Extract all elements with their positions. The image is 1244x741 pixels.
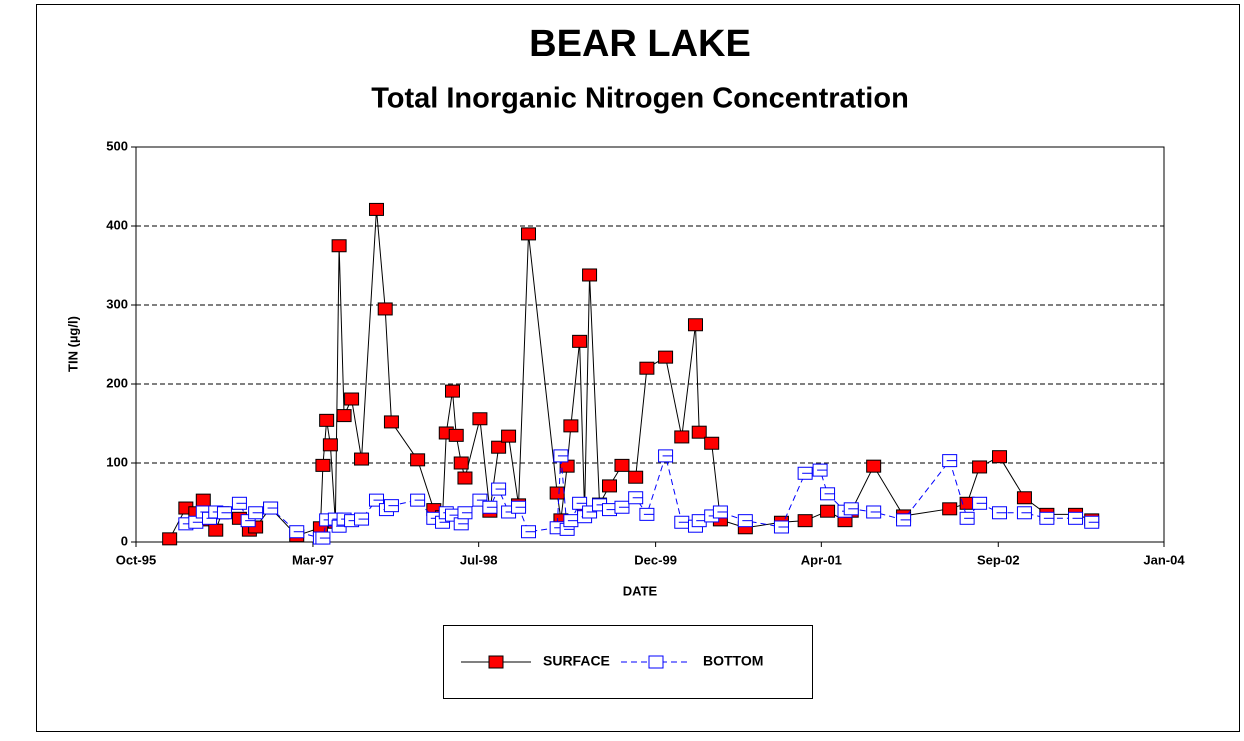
data-point [602, 479, 618, 493]
chart-subtitle: Total Inorganic Nitrogen Concentration [371, 83, 909, 115]
y-tick-label: 500 [106, 138, 128, 153]
data-point [992, 450, 1008, 464]
x-tick-label: Apr-01 [801, 552, 842, 567]
data-point [472, 412, 488, 426]
data-point [501, 429, 517, 443]
chart-title: BEAR LAKE [529, 23, 751, 65]
y-tick-label: 200 [106, 375, 128, 390]
y-tick-label: 0 [121, 533, 128, 548]
x-tick-label: Mar-97 [292, 552, 334, 567]
data-point [639, 361, 655, 375]
legend-label: BOTTOM [703, 653, 763, 669]
data-point [383, 415, 399, 429]
y-tick-label: 100 [106, 454, 128, 469]
data-point [549, 486, 565, 500]
data-point [448, 428, 464, 442]
data-point [336, 409, 352, 423]
data-point [691, 425, 707, 439]
x-tick-label: Dec-99 [634, 552, 677, 567]
x-tick-label: Jan-04 [1143, 552, 1185, 567]
data-point [208, 523, 224, 537]
data-point [491, 440, 507, 454]
data-point [322, 438, 338, 452]
data-point [820, 504, 836, 518]
data-point [354, 452, 370, 466]
data-point [582, 268, 598, 282]
data-point [942, 502, 958, 516]
data-point [319, 413, 335, 427]
data-point [444, 384, 460, 398]
legend-marker [488, 655, 504, 669]
x-tick-label: Jul-98 [460, 552, 498, 567]
x-tick-label: Oct-95 [116, 552, 156, 567]
data-point [453, 456, 469, 470]
plot-area [135, 146, 1165, 543]
y-tick-label: 300 [106, 296, 128, 311]
data-point [614, 458, 630, 472]
data-point [315, 458, 331, 472]
data-point [162, 532, 178, 546]
data-point [563, 419, 579, 433]
data-point [457, 471, 473, 485]
data-point [866, 459, 882, 473]
data-point [628, 470, 644, 484]
data-point [704, 436, 720, 450]
data-point [377, 302, 393, 316]
y-tick-label: 400 [106, 217, 128, 232]
data-point [972, 460, 988, 474]
data-point [410, 453, 426, 467]
data-point [344, 392, 360, 406]
y-axis-label: TIN (µg/l) [65, 316, 80, 372]
data-point [331, 239, 347, 253]
data-point [797, 514, 813, 528]
data-point [572, 334, 588, 348]
data-point [674, 430, 690, 444]
data-point [521, 227, 537, 241]
legend-marker [648, 655, 664, 669]
data-point [658, 350, 674, 364]
data-point [687, 318, 703, 332]
data-point [1016, 491, 1032, 505]
legend-label: SURFACE [543, 653, 610, 669]
data-point [195, 493, 211, 507]
x-axis-label: DATE [623, 583, 658, 598]
x-tick-label: Sep-02 [977, 552, 1020, 567]
data-point [368, 202, 384, 216]
